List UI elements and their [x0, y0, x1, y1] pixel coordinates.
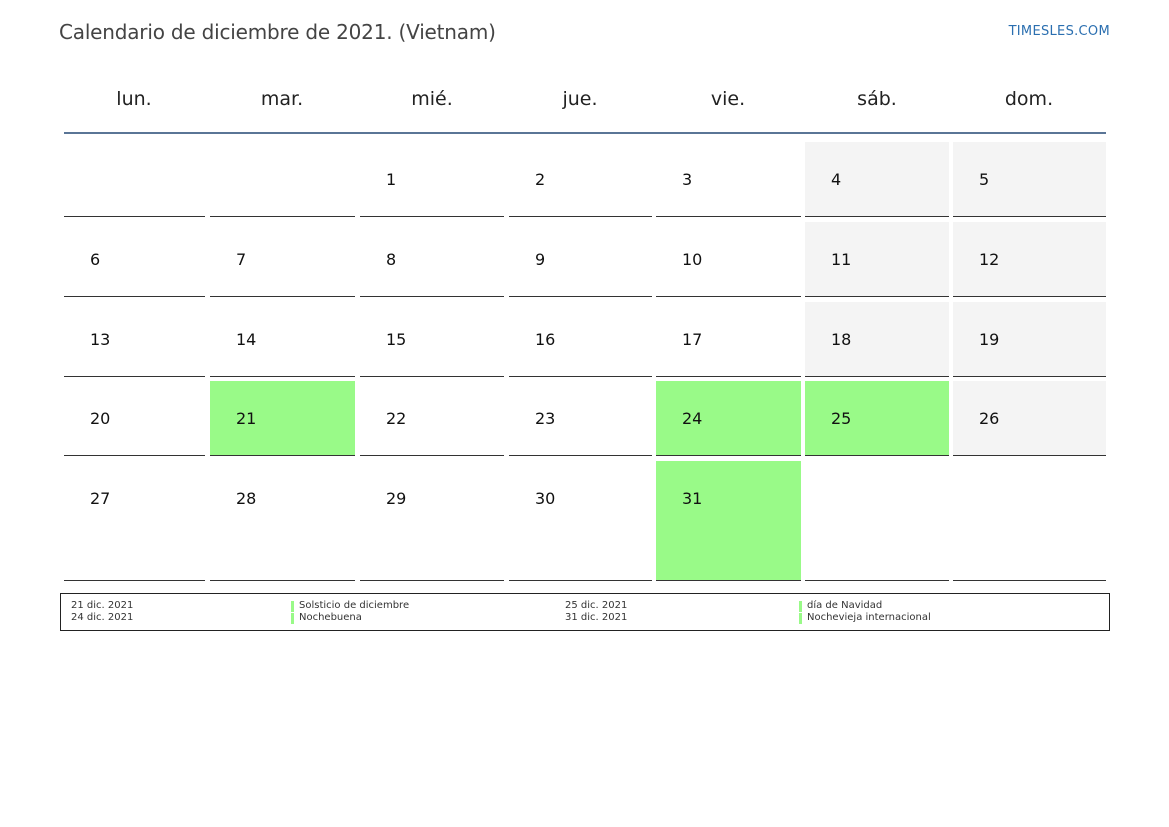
- weekday-label: dom.: [1004, 88, 1054, 110]
- day-number: 2: [535, 170, 546, 189]
- day-number: 17: [682, 330, 703, 349]
- day-cell-25[interactable]: 25: [805, 381, 949, 456]
- weekday-label: jue.: [562, 88, 598, 110]
- day-cell-15[interactable]: 15: [360, 302, 504, 377]
- day-number: 7: [236, 250, 247, 269]
- legend-color-swatch: [291, 601, 294, 612]
- day-cell-18[interactable]: 18: [805, 302, 949, 377]
- weekday-label: vie.: [710, 88, 746, 110]
- legend-color-swatch: [799, 613, 802, 624]
- day-number: 19: [979, 330, 1000, 349]
- day-cell-4[interactable]: 4: [805, 142, 949, 217]
- day-number: 6: [90, 250, 101, 269]
- day-number: 25: [831, 409, 852, 428]
- page-title: Calendario de diciembre de 2021. (Vietna…: [59, 20, 496, 44]
- calendar-grid: lun. mar. mié. jue. vie. sáb. dom. 1 2 3 4 5 6 7 8 9 10…: [64, 70, 1106, 581]
- day-cell-31[interactable]: 31: [656, 461, 801, 581]
- legend-holiday-name: día de Navidad: [807, 600, 883, 611]
- weekday-label: mar.: [260, 88, 304, 110]
- day-cell-7[interactable]: 7: [210, 222, 355, 297]
- day-number: 12: [979, 250, 1000, 269]
- weekday-header-row: lun. mar. mié. jue. vie. sáb. dom.: [64, 70, 1106, 134]
- legend-date: 31 dic. 2021: [565, 612, 628, 623]
- day-cell-2[interactable]: 2: [509, 142, 652, 217]
- day-cell-9[interactable]: 9: [509, 222, 652, 297]
- day-cell-8[interactable]: 8: [360, 222, 504, 297]
- holiday-legend: 21 dic. 2021 Solsticio de diciembre 24 dic…: [60, 593, 1110, 631]
- day-cell-11[interactable]: 11: [805, 222, 949, 297]
- legend-color-swatch: [291, 613, 294, 624]
- day-cell-3[interactable]: 3: [656, 142, 801, 217]
- day-cell-19[interactable]: 19: [953, 302, 1106, 377]
- weeks-container: 1 2 3 4 5 6 7 8 9 10 11 12 13 14 15 16 17 18 19 20 21 22 23 24 2…: [64, 134, 1106, 581]
- day-cell-16[interactable]: 16: [509, 302, 652, 377]
- day-cell-empty: [210, 142, 355, 217]
- day-number: 13: [90, 330, 111, 349]
- day-number: 16: [535, 330, 556, 349]
- legend-holiday-name: Solsticio de diciembre: [299, 600, 410, 611]
- day-number: 18: [831, 330, 852, 349]
- day-cell-14[interactable]: 14: [210, 302, 355, 377]
- legend-color-swatch: [799, 601, 802, 612]
- weekday-label: lun.: [116, 88, 152, 110]
- day-cell-22[interactable]: 22: [360, 381, 504, 456]
- legend-date: 21 dic. 2021: [71, 600, 134, 611]
- day-number: 5: [979, 170, 990, 189]
- day-number: 21: [236, 409, 257, 428]
- day-number: 24: [682, 409, 703, 428]
- legend-holiday-name: Nochebuena: [299, 612, 362, 623]
- day-number: 3: [682, 170, 693, 189]
- day-cell-empty: [953, 461, 1106, 581]
- day-number: 20: [90, 409, 111, 428]
- day-number: 28: [236, 489, 257, 508]
- weekday-label: mié.: [411, 88, 453, 110]
- day-number: 29: [386, 489, 407, 508]
- day-number: 9: [535, 250, 546, 269]
- day-number: 15: [386, 330, 407, 349]
- day-cell-24[interactable]: 24: [656, 381, 801, 456]
- legend-item: 25 dic. 2021 día de Navidad: [61, 600, 1109, 612]
- day-cell-6[interactable]: 6: [64, 222, 205, 297]
- day-cell-20[interactable]: 20: [64, 381, 205, 456]
- day-cell-21[interactable]: 21: [210, 381, 355, 456]
- day-number: 14: [236, 330, 257, 349]
- day-cell-17[interactable]: 17: [656, 302, 801, 377]
- day-cell-23[interactable]: 23: [509, 381, 652, 456]
- legend-date: 25 dic. 2021: [565, 600, 628, 611]
- legend-date: 24 dic. 2021: [71, 612, 134, 623]
- site-link[interactable]: TIMESLES.COM: [1008, 24, 1110, 39]
- day-cell-empty: [64, 142, 205, 217]
- day-cell-10[interactable]: 10: [656, 222, 801, 297]
- day-number: 4: [831, 170, 842, 189]
- legend-item: 21 dic. 2021 Solsticio de diciembre: [61, 600, 1109, 612]
- day-cell-1[interactable]: 1: [360, 142, 504, 217]
- weekday-label: sáb.: [857, 88, 897, 110]
- day-number: 31: [682, 489, 703, 508]
- day-cell-27[interactable]: 27: [64, 461, 205, 581]
- day-cell-26[interactable]: 26: [953, 381, 1106, 456]
- day-number: 1: [386, 170, 397, 189]
- day-cell-28[interactable]: 28: [210, 461, 355, 581]
- day-cell-30[interactable]: 30: [509, 461, 652, 581]
- legend-item: 31 dic. 2021 Nochevieja internacional: [61, 612, 1109, 624]
- day-number: 10: [682, 250, 703, 269]
- day-number: 26: [979, 409, 1000, 428]
- day-number: 27: [90, 489, 111, 508]
- day-number: 11: [831, 250, 852, 269]
- day-cell-13[interactable]: 13: [64, 302, 205, 377]
- day-cell-12[interactable]: 12: [953, 222, 1106, 297]
- day-number: 30: [535, 489, 556, 508]
- legend-item: 24 dic. 2021 Nochebuena: [61, 612, 1109, 624]
- day-cell-5[interactable]: 5: [953, 142, 1106, 217]
- day-cell-empty: [805, 461, 949, 581]
- legend-holiday-name: Nochevieja internacional: [807, 612, 931, 623]
- day-cell-29[interactable]: 29: [360, 461, 504, 581]
- day-number: 8: [386, 250, 397, 269]
- day-number: 22: [386, 409, 407, 428]
- day-number: 23: [535, 409, 556, 428]
